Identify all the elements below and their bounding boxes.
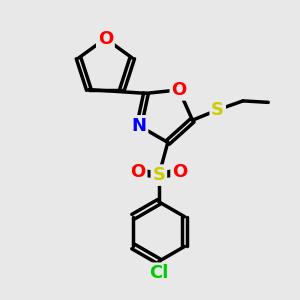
Text: N: N	[132, 117, 147, 135]
Text: O: O	[171, 81, 187, 99]
Text: O: O	[130, 163, 146, 181]
Text: S: S	[211, 101, 224, 119]
Text: S: S	[152, 166, 165, 184]
Text: O: O	[172, 163, 187, 181]
Text: O: O	[98, 29, 113, 47]
Text: Cl: Cl	[149, 264, 169, 282]
